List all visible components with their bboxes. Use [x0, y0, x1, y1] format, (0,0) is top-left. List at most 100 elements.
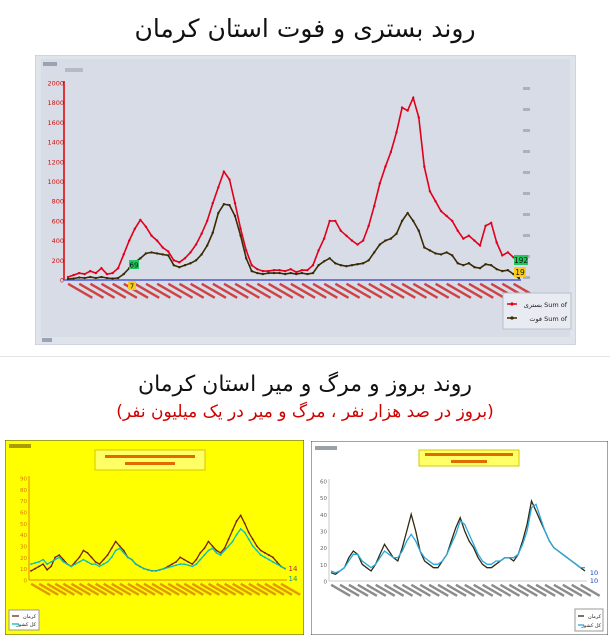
- data-point: [280, 565, 282, 568]
- data-point: [473, 265, 476, 269]
- data-point: [395, 232, 398, 235]
- x-tick-label: [67, 282, 93, 299]
- data-point: [267, 269, 270, 273]
- y-tick-label: 800: [52, 198, 64, 206]
- data-point: [272, 556, 274, 559]
- data-point: [207, 549, 210, 552]
- sheet-tab: [42, 338, 52, 342]
- x-tick-label: [167, 282, 194, 299]
- data-point: [412, 96, 415, 99]
- svg-text:7: 7: [130, 283, 134, 291]
- data-point: [223, 549, 226, 552]
- x-tick-labels: [330, 583, 601, 597]
- x-tick-label: [232, 582, 253, 596]
- series-line-bastari: [67, 95, 520, 278]
- data-point: [130, 558, 133, 561]
- x-tick-label: [234, 282, 260, 299]
- data-point: [82, 549, 85, 552]
- data-point: [38, 560, 40, 563]
- x-tick-label: [279, 282, 305, 299]
- data-point: [278, 271, 281, 275]
- y-tick-label: 30: [320, 530, 327, 536]
- data-point: [345, 265, 348, 268]
- data-point: [46, 568, 49, 571]
- y-tick-label: 50: [20, 522, 27, 528]
- data-point: [66, 275, 70, 279]
- data-point: [373, 251, 376, 254]
- data-point: [30, 563, 32, 566]
- right-axis-tick: [523, 108, 530, 111]
- chart-corner-caption: [9, 444, 31, 448]
- x-tick-label: [207, 582, 229, 596]
- data-point: [72, 273, 75, 277]
- data-point: [94, 560, 97, 563]
- x-tick-label: [78, 582, 100, 596]
- incidence-chart-panel: 0 10 20 30 40 50 60 70 80 90 14 14 کرمان کل کشور: [5, 440, 304, 635]
- data-point: [138, 565, 141, 568]
- data-point: [62, 560, 65, 563]
- x-tick-label: [201, 282, 227, 299]
- x-tick-label: [167, 582, 188, 596]
- x-tick-label: [446, 583, 467, 597]
- data-point: [122, 272, 125, 276]
- data-point: [66, 563, 69, 566]
- y-tick-label: 20: [20, 556, 27, 562]
- data-point: [110, 547, 113, 550]
- data-label-69: 69: [129, 260, 139, 270]
- data-point: [122, 549, 125, 552]
- data-point: [167, 566, 169, 569]
- x-tick-label: [111, 582, 132, 596]
- legend-label-kerman: کرمان: [588, 614, 602, 620]
- data-point: [423, 165, 426, 168]
- y-tick-label: 90: [20, 477, 27, 483]
- y-tick-labels: 0 10 20 30 40 50 60 70 80 90: [20, 477, 28, 585]
- top-chart-toolbar: [43, 62, 83, 72]
- legend-label-bastari: بستری Sum of: [524, 301, 568, 309]
- data-point: [100, 266, 103, 270]
- x-tick-label: [301, 282, 327, 299]
- y-tick-label: 80: [20, 488, 27, 494]
- data-point: [489, 264, 493, 267]
- data-point: [378, 243, 382, 246]
- data-point: [489, 221, 493, 225]
- bottom-section-title: روند بروز و مرگ و میر استان کرمان: [137, 372, 473, 397]
- x-tick-label: [178, 282, 205, 299]
- x-tick-label: [526, 583, 547, 597]
- x-tick-label: [191, 582, 213, 596]
- data-point: [445, 214, 448, 218]
- data-point: [62, 558, 65, 561]
- x-tick-label: [145, 282, 171, 299]
- incidence-chart-title-box: [94, 449, 206, 471]
- y-tick-label: 50: [320, 496, 327, 502]
- data-point: [89, 275, 92, 279]
- data-point: [207, 540, 210, 543]
- data-point: [373, 204, 376, 208]
- x-tick-label: [212, 282, 238, 299]
- data-point: [133, 227, 137, 230]
- data-point: [434, 252, 437, 255]
- data-point: [278, 268, 281, 272]
- data-point: [276, 563, 278, 566]
- data-point: [100, 275, 103, 279]
- data-point: [259, 554, 262, 556]
- x-tick-label: [464, 583, 485, 597]
- data-point: [311, 271, 315, 275]
- data-point: [167, 250, 170, 253]
- data-point: [30, 570, 32, 572]
- data-point: [244, 249, 248, 252]
- x-tick-label: [473, 583, 494, 597]
- data-point: [102, 558, 105, 561]
- data-point: [178, 265, 181, 269]
- data-point: [250, 264, 253, 267]
- x-tick-label: [46, 582, 67, 596]
- svg-text:192: 192: [514, 256, 529, 265]
- x-tick-label: [553, 583, 574, 597]
- end-label-country: 10: [590, 577, 598, 585]
- y-tick-labels: 0 200 400 600 800 1000 1200 1400 1600 1800 2000: [47, 80, 64, 285]
- x-tick-label: [419, 583, 440, 597]
- legend-label-country: کل کشور: [580, 623, 601, 629]
- x-tick-label: [312, 282, 338, 299]
- data-point: [417, 229, 420, 232]
- data-point: [317, 249, 320, 252]
- section-divider: [0, 356, 610, 357]
